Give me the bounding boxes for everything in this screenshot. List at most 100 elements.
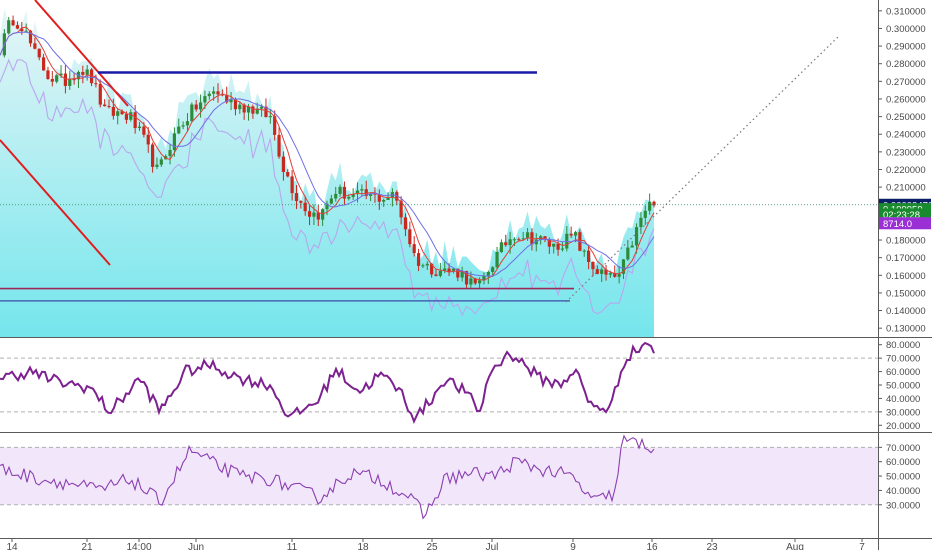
candle-body (560, 248, 565, 250)
rsi-tick-label: 30.0000 (886, 407, 920, 418)
candle-body (473, 278, 477, 284)
candle-body (246, 106, 251, 113)
candle-body (225, 94, 229, 103)
candle-body (220, 94, 224, 96)
candle-body (59, 73, 63, 76)
candle-body (268, 116, 272, 118)
candle-body (556, 243, 560, 250)
price-tick-label: 0.140000 (886, 306, 926, 317)
candle-body (207, 93, 211, 97)
price-tick-label: 0.210000 (886, 183, 926, 194)
x-tick-label: 21 (81, 542, 93, 550)
candle-body (360, 189, 364, 191)
candle-body (111, 106, 115, 116)
candle-body (573, 232, 578, 236)
candle-body (185, 121, 190, 126)
candle-body (443, 268, 447, 271)
candle-body (103, 104, 107, 107)
stoch-tick-label: 60.0000 (886, 457, 920, 468)
candle-body (159, 159, 163, 165)
candle-body (137, 126, 142, 129)
candle-body (617, 273, 621, 277)
candle-body (447, 268, 451, 272)
candle-body (107, 106, 111, 108)
candle-body (600, 269, 604, 274)
rsi-tick-label: 20.0000 (886, 421, 920, 432)
x-tick-label: 11 (287, 542, 298, 550)
price-tick-label: 0.280000 (886, 59, 926, 70)
candle-body (281, 156, 285, 172)
candle-body (120, 111, 124, 115)
candle-body (552, 243, 556, 247)
candle-body (294, 193, 299, 202)
candle-body (382, 199, 386, 202)
candle-body (98, 83, 102, 105)
candle-body (20, 28, 24, 32)
candle-body (351, 194, 355, 197)
candle-body (338, 186, 342, 194)
candle-body (133, 112, 137, 129)
candle-body (613, 273, 617, 277)
candle-body (569, 233, 573, 236)
price-tick-label: 0.130000 (886, 324, 926, 335)
candle-body (499, 242, 503, 252)
candle-body (42, 57, 46, 71)
candle-body (434, 274, 438, 276)
candle-body (212, 91, 216, 94)
candle-body (517, 239, 521, 241)
candle-body (482, 275, 486, 281)
candle-body (512, 239, 517, 241)
candle-body (504, 242, 508, 246)
candle-body (438, 270, 442, 276)
candle-body (386, 197, 390, 200)
candle-body (264, 106, 268, 118)
candle-body (456, 268, 460, 278)
candle-body (486, 271, 490, 276)
rsi-line (0, 341, 655, 424)
price-tick-label: 0.160000 (886, 271, 926, 282)
candle-body (28, 30, 33, 44)
trend-line-upper (34, 0, 129, 107)
candle-body (626, 247, 630, 260)
stoch-tick-label: 70.0000 (886, 443, 920, 454)
candle-body (491, 267, 495, 272)
candle-body (451, 268, 456, 272)
candle-body (312, 212, 316, 217)
candle-body (652, 201, 656, 206)
candle-body (421, 265, 425, 267)
candle-body (233, 99, 238, 110)
candle-body (251, 106, 255, 114)
candle-body (142, 126, 146, 135)
candle-body (72, 79, 76, 81)
candle-body (168, 150, 172, 157)
candle-body (172, 133, 176, 151)
candle-body (216, 91, 220, 95)
candle-body (81, 71, 85, 75)
candle-body (155, 164, 159, 167)
candle-body (364, 189, 368, 196)
rsi-tick-label: 60.0000 (886, 367, 920, 378)
candle-body (495, 251, 499, 268)
candle-body (116, 111, 120, 116)
candle-body (342, 186, 347, 199)
x-tick-label: 18 (357, 542, 369, 550)
candle-body (50, 78, 54, 82)
candle-body (460, 271, 464, 278)
x-tick-label: Jul (486, 542, 499, 550)
candle-body (299, 201, 303, 203)
candle-body (399, 200, 403, 218)
candle-body (316, 212, 320, 220)
price-tick-label: 0.150000 (886, 288, 926, 299)
candle-body (15, 25, 20, 29)
band-line (0, 58, 655, 317)
candle-body (63, 73, 67, 86)
candle-body (203, 96, 207, 103)
candle-body (277, 134, 281, 157)
ma-fast (0, 26, 655, 281)
candle-body (181, 125, 185, 127)
volume-area (0, 8, 654, 338)
candle-body (582, 250, 586, 252)
candle-body (94, 83, 98, 85)
